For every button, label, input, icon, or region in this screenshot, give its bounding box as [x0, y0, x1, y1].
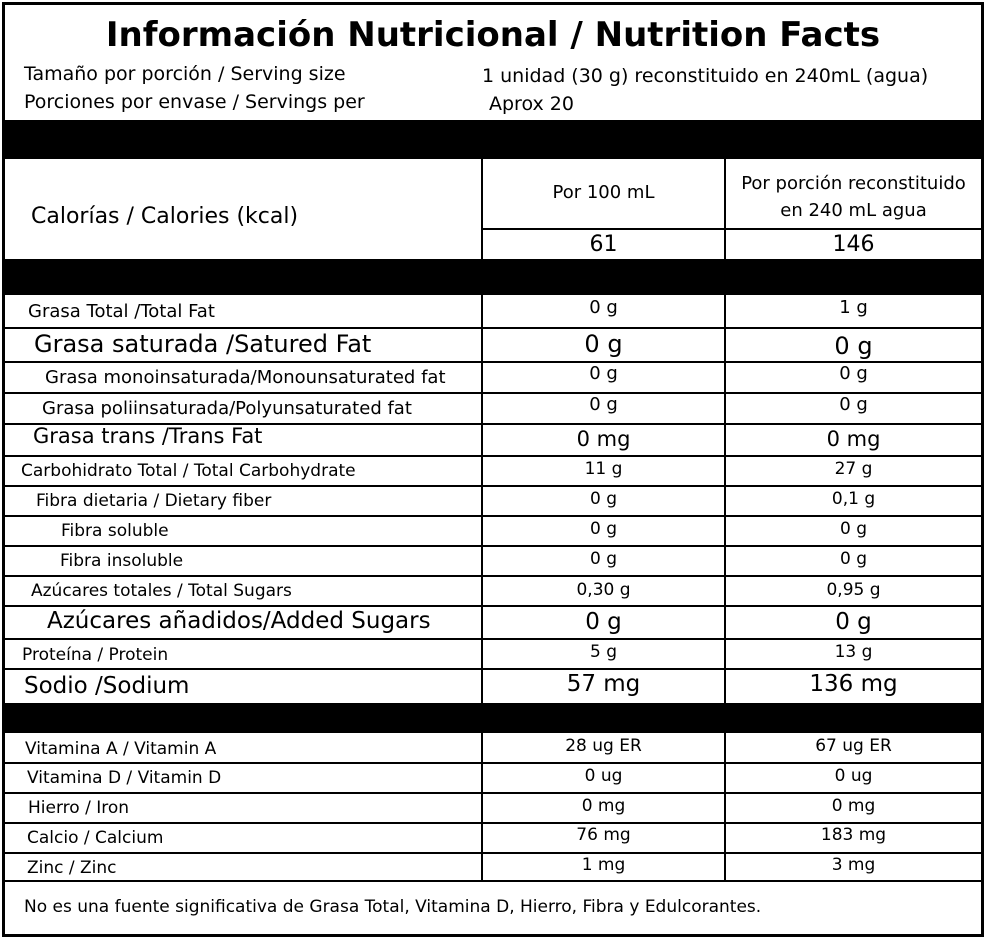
nutrient-per-100ml: 0,30 g — [576, 580, 631, 600]
row-divider — [5, 515, 981, 517]
row-divider — [5, 423, 981, 425]
nutrient-per-100ml: 0 g — [589, 297, 618, 318]
nutrient-label-monounsaturated-fat: Grasa monoinsaturada/Monounsaturated fat — [45, 367, 446, 388]
column-divider — [481, 159, 483, 259]
nutrient-per-portion: 136 mg — [809, 671, 898, 697]
vitamin-label-vitamin-d: Vitamina D / Vitamin D — [27, 768, 222, 788]
section-divider-bar — [5, 703, 981, 733]
column-divider — [481, 733, 483, 882]
nutrient-label-insoluble-fiber: Fibra insoluble — [60, 551, 184, 571]
serving-size-value: 1 unidad (30 g) reconstituido en 240mL (… — [482, 65, 929, 87]
column-header-per-portion: Por porción reconstituido en 240 mL agua — [726, 170, 981, 224]
row-divider — [5, 392, 981, 394]
vitamin-per-100ml: 0 ug — [584, 766, 623, 786]
row-divider — [5, 822, 981, 824]
vitamin-label-zinc: Zinc / Zinc — [27, 858, 117, 878]
vitamin-label-iron: Hierro / Iron — [28, 798, 130, 818]
servings-per-value: Aprox 20 — [489, 93, 574, 115]
nutrient-per-portion: 0 g — [839, 549, 867, 569]
column-divider — [481, 295, 483, 703]
row-divider — [5, 762, 981, 764]
row-divider — [5, 605, 981, 607]
nutrient-label-soluble-fiber: Fibra soluble — [61, 521, 169, 541]
row-divider — [5, 575, 981, 577]
vitamin-label-calcium: Calcio / Calcium — [27, 828, 164, 848]
nutrient-label-total-fat: Grasa Total /Total Fat — [28, 301, 215, 322]
calories-label: Calorías / Calories (kcal) — [31, 204, 299, 229]
nutrient-per-portion: 0 g — [834, 332, 873, 360]
row-divider — [5, 327, 981, 329]
section-divider-bar — [5, 259, 981, 295]
vitamin-per-100ml: 28 ug ER — [565, 736, 642, 756]
nutrient-label-total-carbohydrate: Carbohidrato Total / Total Carbohydrate — [21, 461, 356, 481]
nutrient-label-total-sugars: Azúcares totales / Total Sugars — [31, 581, 292, 601]
nutrient-per-portion: 0 g — [835, 609, 872, 635]
nutrient-per-100ml: 0 g — [589, 519, 617, 539]
vitamin-per-portion: 0 ug — [834, 766, 873, 786]
nutrient-per-portion: 0 g — [839, 363, 868, 384]
nutrient-per-100ml: 0 g — [589, 549, 617, 569]
nutrient-label-trans-fat: Grasa trans /Trans Fat — [33, 424, 263, 448]
column-divider — [724, 733, 726, 882]
row-divider — [5, 361, 981, 363]
nutrient-per-portion: 0 g — [839, 394, 868, 415]
footnote-divider — [5, 880, 981, 882]
nutrient-label-protein: Proteína / Protein — [22, 645, 169, 665]
nutrient-per-100ml: 0 g — [589, 363, 618, 384]
nutrient-per-100ml: 0 mg — [576, 427, 631, 451]
vitamin-per-portion: 67 ug ER — [815, 736, 892, 756]
nutrient-per-portion: 27 g — [834, 459, 873, 479]
section-divider-bar — [5, 120, 981, 159]
row-divider — [5, 852, 981, 854]
row-divider — [5, 668, 981, 670]
serving-size-label: Tamaño por porción / Serving size — [24, 63, 346, 85]
column-divider — [724, 295, 726, 703]
nutrient-per-100ml: 11 g — [584, 459, 623, 479]
nutrient-per-portion: 0 mg — [826, 427, 881, 451]
nutrient-per-portion: 1 g — [839, 297, 868, 318]
nutrient-per-portion: 0,1 g — [831, 489, 876, 509]
nutrient-per-100ml: 0 g — [589, 394, 618, 415]
vitamin-per-portion: 0 mg — [831, 796, 876, 816]
footnote: No es una fuente significativa de Grasa … — [24, 897, 762, 917]
calories-per-portion: 146 — [832, 232, 875, 257]
nutrient-label-dietary-fiber: Fibra dietaria / Dietary fiber — [36, 491, 272, 511]
row-divider — [5, 638, 981, 640]
panel-title: Información Nutricional / Nutrition Fact… — [105, 15, 881, 55]
row-divider — [5, 545, 981, 547]
nutrient-per-100ml: 0 g — [589, 489, 617, 509]
nutrient-per-portion: 0,95 g — [826, 580, 881, 600]
vitamin-per-100ml: 0 mg — [581, 796, 626, 816]
vitamin-label-vitamin-a: Vitamina A / Vitamin A — [25, 739, 217, 759]
nutrient-per-100ml: 57 mg — [566, 671, 641, 697]
column-header-per-100ml: Por 100 mL — [552, 182, 655, 203]
servings-per-label: Porciones por envase / Servings per — [24, 91, 365, 113]
vitamin-per-100ml: 1 mg — [581, 855, 626, 875]
column-header-per-portion-line1: Por porción reconstituido — [741, 173, 966, 194]
nutrient-label-added-sugars: Azúcares añadidos/Added Sugars — [47, 608, 431, 634]
vitamin-per-100ml: 76 mg — [576, 825, 631, 845]
row-divider — [5, 485, 981, 487]
nutrient-per-100ml: 5 g — [589, 642, 617, 662]
nutrient-label-saturated-fat: Grasa saturada /Satured Fat — [34, 330, 372, 358]
vitamin-per-portion: 183 mg — [820, 825, 887, 845]
nutrient-label-sodium: Sodio /Sodium — [24, 673, 190, 699]
nutrient-per-portion: 0 g — [839, 519, 867, 539]
row-divider — [5, 792, 981, 794]
column-divider — [724, 159, 726, 259]
row-divider — [5, 455, 981, 457]
column-header-per-portion-line2: en 240 mL agua — [780, 200, 927, 221]
nutrient-per-portion: 13 g — [834, 642, 873, 662]
nutrient-per-100ml: 0 g — [584, 330, 623, 358]
calories-per-100ml: 61 — [589, 232, 618, 257]
row-divider — [481, 228, 981, 230]
nutrient-label-polyunsaturated-fat: Grasa poliinsaturada/Polyunsaturated fat — [42, 398, 412, 419]
vitamin-per-portion: 3 mg — [831, 855, 876, 875]
nutrient-per-100ml: 0 g — [585, 609, 622, 635]
